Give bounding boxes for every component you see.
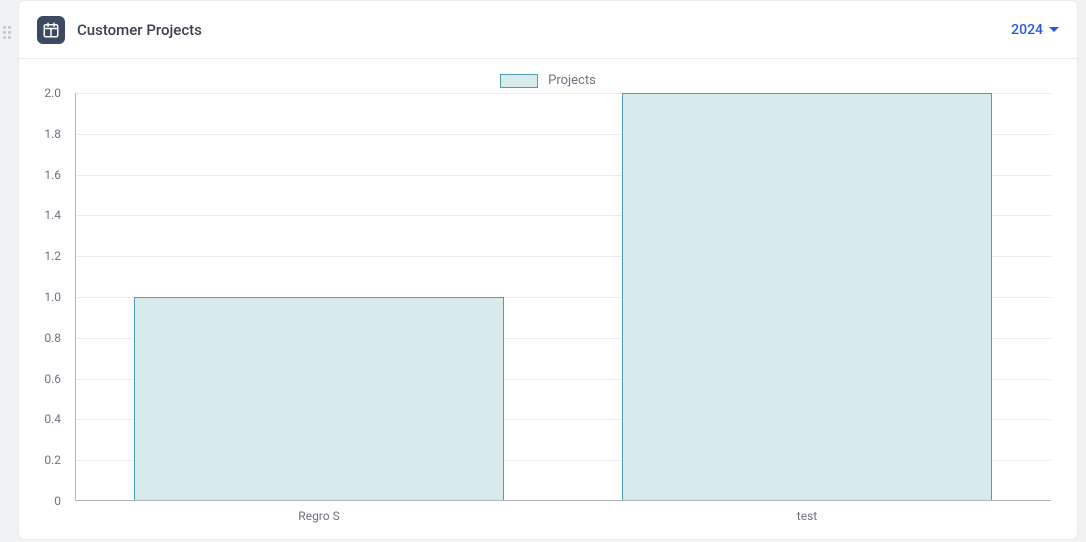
caret-down-icon <box>1049 27 1059 32</box>
y-axis-line <box>75 93 76 501</box>
y-tick-label: 1.0 <box>19 290 61 304</box>
projects-icon <box>37 16 65 44</box>
y-tick-label: 1.8 <box>19 127 61 141</box>
x-axis-labels: Regro S test <box>75 509 1051 529</box>
y-tick-label: 1.2 <box>19 249 61 263</box>
y-tick-label: 1.6 <box>19 168 61 182</box>
y-axis-labels: 00.20.40.60.81.01.21.41.61.82.0 <box>19 93 69 501</box>
y-tick-label: 2.0 <box>19 86 61 100</box>
legend-label: Projects <box>548 73 596 88</box>
chart-bar[interactable] <box>622 93 993 501</box>
year-label: 2024 <box>1011 22 1043 38</box>
chart-legend: Projects <box>19 73 1077 88</box>
chart-bar[interactable] <box>134 297 505 501</box>
y-tick-label: 0.2 <box>19 453 61 467</box>
y-tick-label: 0 <box>19 494 61 508</box>
x-tick-label: test <box>797 509 817 523</box>
chart-area: Projects 0 0.2 0.4 0.6 0.8 1.0 1.2 1.4 1.6 1.8 2.0… <box>19 59 1077 539</box>
y-tick-label: 0.6 <box>19 372 61 386</box>
year-selector[interactable]: 2024 <box>1011 22 1059 38</box>
page-root: Customer Projects 2024 Projects 0 0.2 0.4 0… <box>0 0 1086 542</box>
y-tick-label: 1.4 <box>19 208 61 222</box>
x-axis-line <box>75 500 1051 501</box>
legend-swatch <box>500 74 538 88</box>
drag-handle-icon[interactable] <box>3 26 13 38</box>
y-tick-label: 0.8 <box>19 331 61 345</box>
y-tick-label: 0.4 <box>19 412 61 426</box>
chart-plot <box>75 93 1051 501</box>
customer-projects-card: Customer Projects 2024 Projects 0 0.2 0.4 0… <box>18 0 1078 540</box>
card-header: Customer Projects 2024 <box>19 1 1077 59</box>
x-tick-label: Regro S <box>298 509 339 523</box>
card-title: Customer Projects <box>77 21 202 39</box>
